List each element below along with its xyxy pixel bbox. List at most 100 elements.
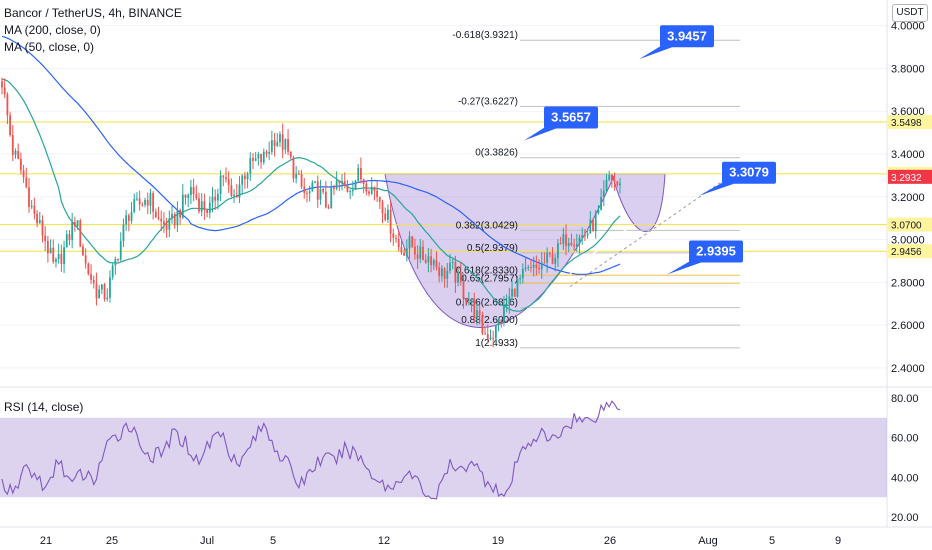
candle-body — [157, 217, 160, 219]
candle-body — [435, 260, 438, 268]
candle-body — [173, 213, 176, 226]
candle-body — [295, 173, 298, 179]
candle-body — [206, 209, 209, 213]
rsi-legend[interactable]: RSI (14, close) — [4, 400, 84, 414]
callout-pointer — [699, 181, 734, 196]
candle-body — [28, 187, 30, 207]
candle-body — [22, 170, 25, 178]
candle-body — [46, 240, 49, 254]
currency-badge[interactable]: USDT — [892, 4, 928, 22]
candle-body — [481, 315, 484, 334]
candle-body — [11, 135, 14, 155]
candle-body — [376, 190, 379, 198]
candle-body — [341, 180, 343, 183]
candle-body — [387, 209, 389, 220]
candle-body — [100, 284, 103, 290]
candle-body — [575, 243, 578, 247]
callout-label: 2.9395 — [696, 243, 736, 258]
candle-body — [486, 334, 489, 339]
candle-body — [316, 181, 319, 200]
price-tick-label: 3.4000 — [891, 149, 925, 161]
candle-body — [238, 184, 241, 198]
candle-body — [133, 199, 136, 213]
candle-body — [351, 189, 354, 192]
price-callouts: 3.9457 3.5657 3.3079 2.9395 — [524, 25, 776, 275]
candle-body — [90, 274, 92, 280]
ma200-legend[interactable]: MA (200, close, 0) — [4, 23, 101, 37]
dashed-trendline — [569, 168, 741, 288]
candle-body — [389, 209, 392, 234]
candle-body — [65, 234, 68, 248]
candle-body — [478, 310, 481, 316]
level-tag — [888, 244, 932, 259]
candle-body — [181, 194, 184, 218]
candle-body — [600, 196, 603, 210]
candle-body — [459, 272, 462, 283]
candle-body — [354, 180, 357, 190]
candle-body — [163, 221, 165, 225]
candle-body — [602, 190, 605, 197]
candle-body — [530, 267, 532, 269]
candle-body — [1, 81, 3, 88]
candle-body — [546, 252, 549, 263]
candle-body — [71, 222, 74, 241]
candle-body — [98, 289, 101, 299]
fib-label: 0.65(2.7957) — [461, 273, 518, 284]
candle-body — [265, 151, 268, 154]
candle-body — [462, 282, 465, 300]
candle-body — [511, 288, 513, 297]
candle-body — [619, 183, 621, 186]
candle-body — [138, 198, 141, 205]
candle-body — [311, 182, 314, 192]
time-axis: 21 25 Jul 5 12 19 26 Aug 5 9 — [40, 535, 841, 547]
candle-body — [611, 174, 613, 181]
candle-body — [532, 264, 535, 268]
candle-body — [451, 261, 454, 263]
candle-body — [476, 310, 478, 318]
candle-body — [49, 247, 52, 254]
ma200-line — [1, 35, 621, 275]
candle-body — [243, 175, 246, 180]
candle-body — [192, 186, 195, 195]
candle-body — [594, 213, 597, 232]
fib-label: 0(3.3826) — [475, 148, 518, 159]
candle-body — [446, 270, 449, 279]
candle-body — [484, 333, 486, 335]
fib-label: -0.27(3.6227) — [458, 96, 518, 107]
callout-label: 3.3079 — [729, 165, 769, 180]
fib-label: 0.5(2.9379) — [467, 243, 518, 254]
candle-body — [454, 261, 457, 283]
ma50-legend[interactable]: MA (50, close, 0) — [4, 40, 95, 54]
candle-body — [508, 296, 511, 304]
candle-body — [370, 186, 373, 194]
candle-body — [76, 220, 79, 227]
symbol-title[interactable]: Bancor / TetherUS, 4h, BINANCE — [4, 6, 182, 20]
candle-body — [246, 174, 249, 180]
candle-body — [570, 242, 573, 246]
candle-body — [230, 185, 233, 196]
candle-body — [543, 262, 546, 264]
price-tick-label: 3.2000 — [891, 192, 925, 204]
rise-trendline — [569, 247, 601, 275]
callout-pointer — [524, 126, 556, 141]
candle-body — [535, 264, 538, 268]
candle-body — [227, 179, 230, 186]
candle-body — [381, 201, 384, 214]
candle-body — [438, 267, 441, 277]
candle-body — [346, 185, 349, 192]
time-tick-label: 26 — [604, 535, 616, 547]
candle-body — [578, 237, 581, 244]
candle-body — [306, 192, 308, 194]
candle-body — [200, 201, 203, 212]
level-tag — [888, 217, 932, 232]
candle-body — [176, 210, 179, 226]
fib-label: 1(2.4933) — [475, 338, 518, 349]
candle-body — [57, 253, 60, 260]
time-tick-label: 12 — [378, 535, 390, 547]
candle-body — [119, 240, 122, 260]
callout-pointer — [639, 45, 672, 60]
callout-label: 3.9457 — [667, 28, 707, 43]
price-tick-label: 2.4000 — [891, 363, 925, 375]
